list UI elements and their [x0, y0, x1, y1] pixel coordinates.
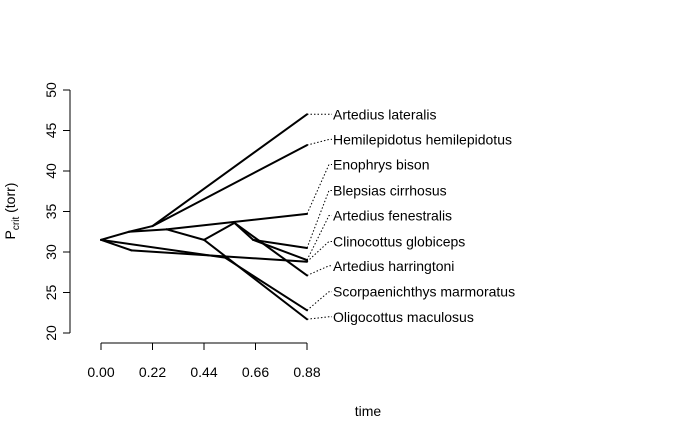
tip-label: Artedius lateralis [333, 106, 437, 122]
tip-label: Blepsias cirrhosus [333, 182, 447, 198]
tip-label: Clinocottus globiceps [333, 233, 465, 249]
tree-branch [100, 238, 133, 252]
tip-leader-line [306, 265, 332, 276]
y-tick-label: 50 [43, 82, 59, 98]
y-tick-label: 40 [43, 163, 59, 179]
tip-label: Scorpaenichthys marmoratus [333, 284, 515, 300]
tip-label: Artedius harringtoni [333, 258, 454, 274]
tip-label: Artedius fenestralis [333, 208, 452, 224]
y-axis: 20 25 30 35 40 45 50 [43, 82, 71, 341]
tip-labels: Artedius lateralis Hemilepidotus hemilepi… [333, 106, 515, 324]
y-axis-title-sub: crit [11, 217, 22, 231]
x-tick-label: 0.66 [242, 364, 269, 380]
tip-label: Oligocottus maculosus [333, 309, 474, 325]
tree-branch [165, 228, 205, 241]
tree-branch [252, 238, 308, 262]
tip-leader-line [306, 291, 332, 311]
tree-branches [100, 113, 308, 321]
y-tick-label: 35 [43, 204, 59, 220]
y-tick-label: 45 [43, 123, 59, 139]
x-tick-label: 0.22 [139, 364, 166, 380]
tip-leader-line [306, 189, 332, 249]
y-tick-label: 30 [43, 244, 59, 260]
y-tick-label: 25 [43, 285, 59, 301]
y-tick-label: 20 [43, 325, 59, 341]
tree-branch [151, 144, 308, 228]
tree-branch [165, 212, 308, 231]
x-tick-label: 0.88 [293, 364, 320, 380]
tree-branch [128, 228, 168, 233]
y-axis-title-main: P [2, 230, 18, 239]
tree-branch [224, 256, 308, 312]
tree-branch [233, 221, 308, 277]
tip-leader-lines [306, 113, 332, 320]
tree-branch [100, 230, 131, 241]
tree-branch [203, 221, 236, 241]
tip-label: Enophrys bison [333, 157, 430, 173]
tree-branch [100, 238, 227, 259]
x-axis-title: time [355, 403, 382, 419]
tip-label: Hemilepidotus hemilepidotus [333, 131, 512, 147]
x-axis: 0.00 0.22 0.44 0.66 0.88 [87, 342, 321, 380]
tip-leader-line [306, 316, 332, 320]
tip-leader-line [306, 240, 332, 263]
tree-branch [203, 238, 308, 321]
y-axis-title-unit: (torr) [2, 183, 18, 217]
tree-branch [233, 221, 255, 241]
y-axis-title: Pcrit (torr) [2, 183, 22, 240]
x-tick-label: 0.00 [87, 364, 114, 380]
tip-leader-line [306, 138, 332, 146]
tip-leader-line [306, 164, 332, 215]
x-tick-label: 0.44 [190, 364, 217, 380]
tip-leader-line [306, 215, 332, 261]
tree-branch [151, 113, 308, 228]
tree-branch [252, 238, 308, 249]
